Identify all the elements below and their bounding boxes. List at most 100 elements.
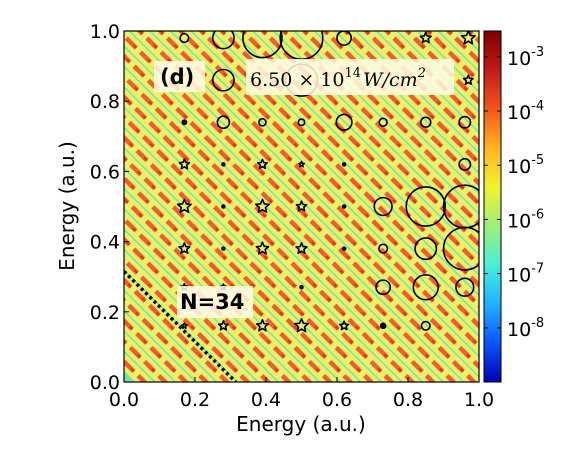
stripe-line <box>124 114 395 382</box>
colorbar-ticks: 10-3 10-4 10-5 10-6 10-7 10-8 <box>484 45 544 341</box>
circle-marker <box>378 117 388 127</box>
stripe-core <box>124 177 331 382</box>
stripe-line <box>342 31 479 167</box>
circle-marker <box>216 115 231 130</box>
stripe-core <box>447 31 479 63</box>
star-marker <box>256 158 268 170</box>
colorbar-tick-label: 10-5 <box>507 153 544 178</box>
colorbar-tick-label: 10-3 <box>507 45 544 70</box>
y-tick-label: 0.0 <box>90 372 120 394</box>
stripe-core <box>124 238 270 382</box>
panel-label-box: (d) <box>154 61 205 92</box>
intensity-exponent: 14 <box>345 66 362 81</box>
star-marker <box>298 160 305 168</box>
x-tick-label: 0.8 <box>393 389 423 411</box>
circle-marker <box>221 162 226 167</box>
star-marker <box>180 322 188 329</box>
stripe-core <box>124 75 434 382</box>
circle-marker <box>414 237 438 261</box>
stripe-line <box>124 53 457 382</box>
stripe-line <box>259 31 479 248</box>
circle-marker <box>379 322 387 330</box>
colorbar-tick-label: 10-4 <box>507 99 544 124</box>
y-axis-label: Energy (a.u.) <box>55 141 79 271</box>
circle-marker <box>455 277 475 297</box>
y-tick-label: 0.4 <box>90 232 120 254</box>
star-marker <box>295 200 308 212</box>
stripe-glow <box>124 352 154 382</box>
circle-marker <box>335 113 353 131</box>
intensity-mantissa: 6.50 <box>250 69 292 91</box>
star-marker <box>338 320 350 331</box>
star-marker <box>462 74 474 85</box>
stripe-line <box>124 338 169 382</box>
x-tick-label: 0.2 <box>180 389 210 411</box>
star-marker <box>176 198 192 214</box>
circle-marker <box>181 119 188 126</box>
star-marker <box>178 158 191 170</box>
x-tick-label: 0.4 <box>251 389 281 411</box>
circle-marker <box>211 31 235 50</box>
stripe-core <box>124 157 352 382</box>
stripe-line <box>124 93 416 382</box>
colorbar-tick-label: 10-7 <box>507 262 544 287</box>
stripe-line <box>124 317 189 382</box>
stripe-line <box>198 31 479 309</box>
stripe-core <box>220 31 479 287</box>
circle-marker <box>179 32 190 44</box>
circle-marker <box>378 243 389 254</box>
circle-marker <box>405 186 447 227</box>
star-marker <box>254 198 270 214</box>
resonance-markers <box>176 31 479 333</box>
colorbar: 10-3 10-4 10-5 10-6 10-7 10-8 <box>483 30 544 383</box>
circle-marker <box>412 274 439 301</box>
y-tick-label: 0.6 <box>90 161 120 183</box>
photon-number-label: N=34 <box>180 290 244 314</box>
circle-marker <box>336 31 352 46</box>
star-marker <box>460 31 476 45</box>
circle-marker <box>211 68 235 92</box>
intensity-label-box: 6.50 × 1014 W/cm2 <box>246 59 454 95</box>
panel-label: (d) <box>160 65 194 89</box>
intensity-unit: W/cm <box>363 69 418 91</box>
plot-frame <box>123 30 480 383</box>
circle-marker <box>341 162 347 167</box>
stripe-line <box>124 256 251 382</box>
circle-marker <box>375 279 392 296</box>
circle-marker <box>458 115 472 129</box>
circle-marker <box>420 320 431 331</box>
stripe-core <box>124 279 229 382</box>
circle-marker <box>297 118 306 127</box>
stripe-line <box>136 31 479 370</box>
y-axis-ticks: 0.0 0.2 0.4 0.6 0.8 1.0 <box>90 21 129 394</box>
stripe-line <box>124 195 313 382</box>
star-marker <box>217 320 229 331</box>
stripe-core <box>124 299 208 382</box>
stripe-core <box>303 31 479 205</box>
photon-label-box: N=34 <box>177 286 253 318</box>
star-marker <box>255 241 270 255</box>
circle-marker <box>373 196 393 217</box>
circle-marker <box>442 226 479 271</box>
circle-marker <box>299 284 304 290</box>
stripe-glow <box>315 31 479 193</box>
star-marker <box>419 31 432 44</box>
stripe-line <box>124 134 375 382</box>
x-tick-label: 0.0 <box>109 389 139 411</box>
intensity-unit-exponent: 2 <box>417 66 426 81</box>
x-tick-label: 1.0 <box>464 389 494 411</box>
circle-marker <box>458 157 472 171</box>
circle-marker <box>242 31 283 59</box>
star-marker <box>255 319 269 332</box>
y-tick-label: 1.0 <box>90 21 120 43</box>
stripe-line <box>280 31 479 228</box>
photon-number-line <box>124 270 238 382</box>
colorbar-frame <box>483 30 502 383</box>
circle-marker <box>419 116 432 129</box>
stripe-glow <box>233 31 479 274</box>
colorbar-tick-label: 10-8 <box>507 316 544 341</box>
star-marker <box>178 242 191 255</box>
y-tick-label: 0.8 <box>90 91 120 113</box>
intensity-label: 6.50 × 1014 W/cm2 <box>250 66 426 91</box>
